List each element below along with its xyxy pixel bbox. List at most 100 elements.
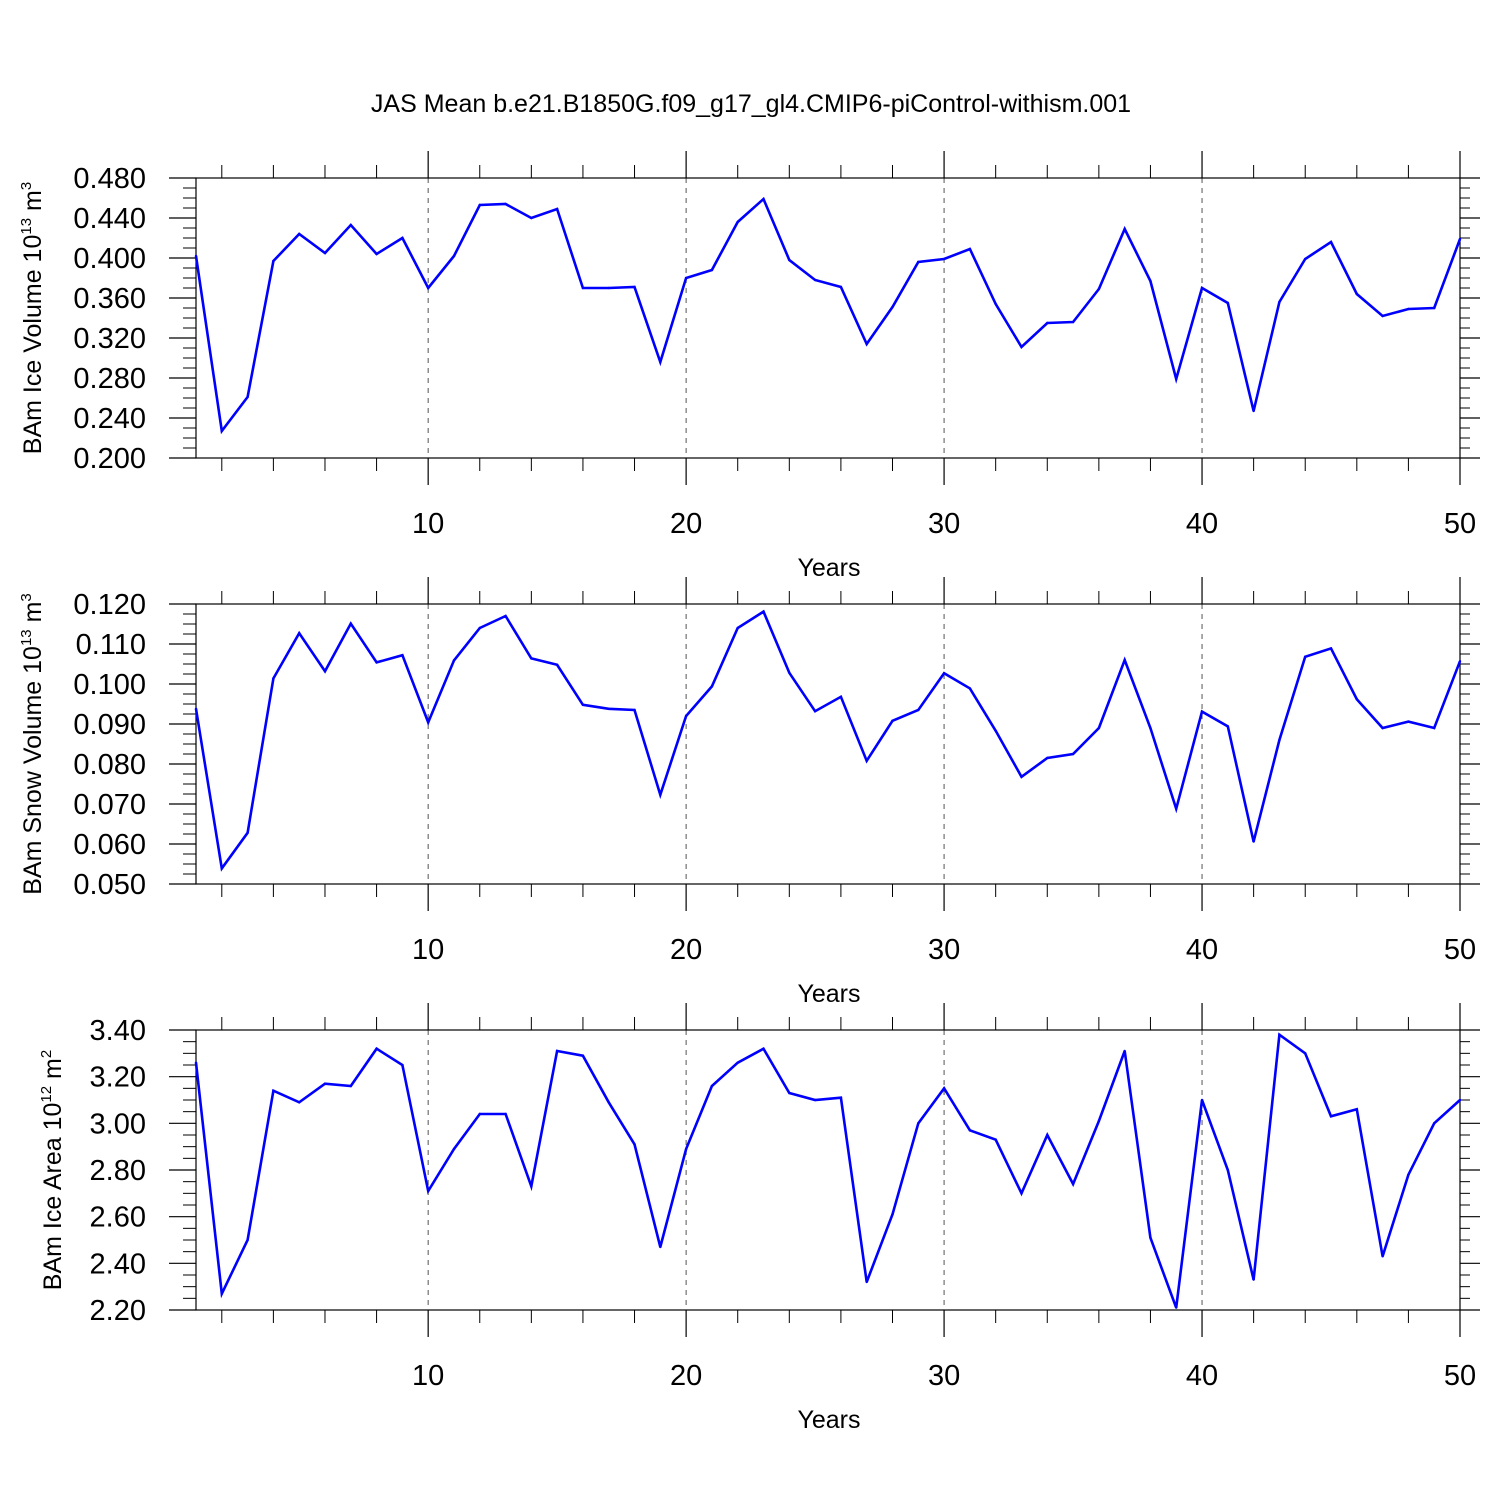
data-point — [581, 286, 585, 290]
data-point — [813, 1098, 817, 1102]
data-point — [1381, 314, 1384, 318]
data-point — [1149, 1236, 1152, 1239]
data-point — [478, 203, 481, 207]
data-point — [1278, 738, 1281, 742]
data-point — [917, 708, 920, 712]
x-tick-label: 10 — [412, 1360, 444, 1392]
data-point — [452, 659, 456, 662]
data-point — [607, 286, 610, 290]
data-point — [504, 614, 507, 618]
data-point — [942, 672, 946, 675]
y-axis-title-text: BAm Ice Volume 10 — [19, 235, 47, 455]
x-tick-label: 40 — [1186, 1360, 1218, 1392]
chart-panel-3: 2.20 2.40 2.60 2.80 3.00 3.20 3.40 10 20 30 40 50 Ye… — [38, 1003, 1480, 1434]
data-point — [865, 1280, 868, 1284]
data-point — [1278, 1033, 1281, 1036]
data-point — [891, 719, 894, 722]
data-point — [736, 1061, 739, 1064]
data-point — [1381, 1255, 1384, 1258]
x-tick-label: 10 — [412, 934, 444, 966]
data-point — [1226, 725, 1230, 728]
data-point — [968, 1129, 972, 1132]
x-tick-label: 40 — [1186, 934, 1218, 966]
data-point — [297, 232, 301, 236]
x-axis-title: Years — [797, 980, 860, 1008]
y-tick-label: 0.100 — [73, 669, 146, 701]
data-point — [349, 223, 352, 227]
y-tick-label: 0.090 — [73, 709, 146, 741]
data-point — [1458, 660, 1462, 663]
y-tick-label: 0.440 — [73, 203, 146, 235]
data-point — [865, 759, 868, 762]
x-tick-label: 20 — [670, 934, 702, 966]
data-point — [607, 1101, 610, 1104]
data-point — [968, 247, 972, 251]
data-point — [426, 286, 430, 290]
data-point — [478, 1112, 481, 1116]
data-point — [1200, 1098, 1204, 1102]
data-point — [452, 254, 456, 258]
data-point — [1329, 647, 1333, 650]
y-axis-title-exponent: 13 — [18, 629, 35, 646]
data-point — [220, 1292, 223, 1295]
y-axis-title-unit-exponent: 2 — [38, 1050, 55, 1058]
data-point — [710, 1084, 714, 1088]
data-point — [297, 632, 301, 635]
y-axis-title-unit: m — [19, 190, 47, 218]
data-point — [1252, 409, 1255, 413]
data-point — [1355, 698, 1359, 701]
data-point — [1407, 1173, 1410, 1176]
data-point — [762, 197, 765, 201]
data-point — [246, 831, 249, 834]
data-point — [194, 254, 198, 258]
data-point — [504, 202, 507, 206]
data-point — [891, 1213, 894, 1216]
data-point — [1355, 292, 1359, 296]
y-tick-label: 0.480 — [73, 163, 146, 195]
x-tick-label: 30 — [928, 934, 960, 966]
data-point — [530, 657, 533, 660]
data-point — [581, 1054, 585, 1057]
data-point — [1304, 1052, 1307, 1055]
data-point — [194, 707, 198, 710]
y-axis-title-text: BAm Snow Volume 10 — [19, 646, 47, 895]
data-point — [323, 1082, 327, 1085]
data-point — [452, 1147, 456, 1151]
data-point — [1304, 257, 1307, 261]
y-axis-title-unit: m — [19, 602, 47, 630]
data-point — [1175, 807, 1178, 810]
data-point — [839, 1096, 843, 1099]
series-line — [194, 609, 1462, 872]
data-point — [710, 268, 714, 272]
data-point — [788, 258, 791, 262]
y-tick-label: 0.110 — [76, 629, 146, 661]
data-point — [994, 1138, 997, 1141]
data-point — [788, 671, 791, 674]
data-point — [917, 260, 920, 264]
plot-frame — [195, 603, 1461, 885]
data-point — [1123, 658, 1126, 662]
x-tick-label: 50 — [1444, 934, 1476, 966]
plot-frame — [195, 1029, 1461, 1311]
data-point — [736, 220, 739, 224]
x-tick-label: 20 — [670, 1360, 702, 1392]
data-point — [710, 685, 714, 688]
data-point — [555, 1049, 559, 1053]
y-axis-title: BAm Ice Area 1012 m2 — [38, 1050, 67, 1290]
data-point — [1458, 237, 1462, 241]
y-tick-label: 0.320 — [73, 323, 146, 355]
data-point — [272, 677, 275, 680]
data-point — [1046, 1133, 1049, 1137]
data-point — [684, 276, 688, 280]
x-tick-label: 50 — [1444, 1360, 1476, 1392]
plot-frame — [195, 177, 1461, 459]
data-point — [1020, 345, 1023, 349]
data-point — [1433, 306, 1436, 310]
data-point — [272, 1089, 275, 1092]
chart-panel-2: 0.050 0.060 0.070 0.080 0.090 0.100 0.110 0.120… — [18, 577, 1480, 1008]
data-point — [736, 626, 739, 630]
data-point — [246, 395, 249, 399]
data-point — [968, 687, 972, 690]
data-point — [426, 721, 430, 724]
